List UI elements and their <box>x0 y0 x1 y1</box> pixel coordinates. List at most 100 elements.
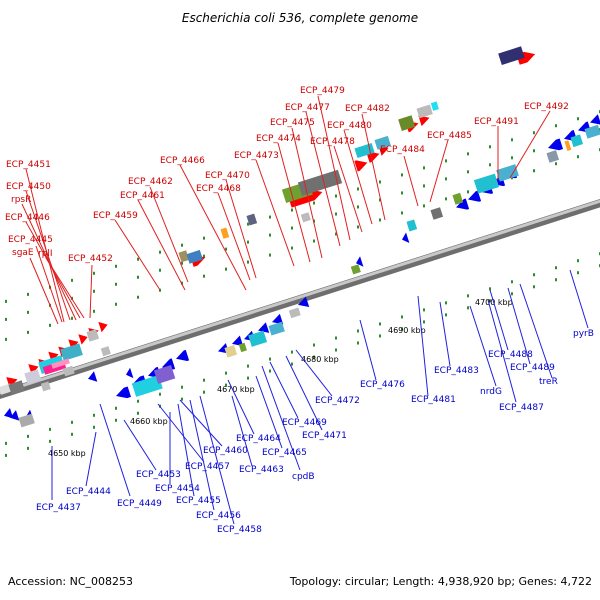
gene-domain-box <box>178 250 190 263</box>
guide-tick <box>533 285 535 289</box>
guide-tick <box>137 275 139 279</box>
gene-label-ecp4450[interactable]: ECP_4450 <box>6 182 51 192</box>
gene-label-ecp4479[interactable]: ECP_4479 <box>300 86 345 96</box>
leader-line <box>255 375 283 449</box>
guide-tick <box>467 152 469 156</box>
gene-label-ecp4471[interactable]: ECP_4471 <box>302 431 347 441</box>
gene-label-ecp4454[interactable]: ECP_4454 <box>155 484 200 494</box>
gene-domain-box <box>224 345 238 358</box>
guide-tick <box>137 257 139 261</box>
gene-label-cpdb[interactable]: cpdB <box>292 472 315 482</box>
gene-domain-box <box>100 346 111 357</box>
gene-label-rpsr[interactable]: rpsR <box>11 195 31 205</box>
gene-label-ecp4445[interactable]: ECP_4445 <box>8 235 53 245</box>
gene-label-ecp4480[interactable]: ECP_4480 <box>327 121 372 131</box>
guide-tick <box>247 240 249 244</box>
leader-line <box>439 301 451 367</box>
guide-tick <box>115 282 117 286</box>
leader-line <box>25 221 81 319</box>
leader-line <box>417 295 429 397</box>
reverse-gene-arrow <box>126 367 134 379</box>
guide-tick <box>225 247 227 251</box>
gene-label-ecp4476[interactable]: ECP_4476 <box>360 380 405 390</box>
leader-line <box>509 110 551 179</box>
gene-label-ecp4462[interactable]: ECP_4462 <box>128 177 173 187</box>
gene-domain-box <box>546 150 560 163</box>
gene-label-ecp4469[interactable]: ECP_4469 <box>282 418 327 428</box>
guide-tick <box>489 299 491 303</box>
gene-label-ecp4483[interactable]: ECP_4483 <box>434 366 479 376</box>
guide-tick <box>445 313 447 317</box>
gene-label-ecp4451[interactable]: ECP_4451 <box>6 160 51 170</box>
gene-label-ecp4481[interactable]: ECP_4481 <box>411 395 456 405</box>
gene-label-ecp4446[interactable]: ECP_4446 <box>5 213 50 223</box>
leader-line <box>149 186 189 283</box>
gene-domain-box <box>570 134 584 148</box>
leader-line <box>469 305 497 387</box>
gene-domain-box <box>24 369 42 384</box>
guide-tick <box>313 239 315 243</box>
guide-tick <box>401 327 403 331</box>
guide-tick <box>511 280 513 284</box>
gene-domain-box <box>268 321 285 336</box>
gene-label-ecp4491[interactable]: ECP_4491 <box>474 117 519 127</box>
gene-label-ecp4464[interactable]: ECP_4464 <box>236 434 281 444</box>
gene-label-ecp4461[interactable]: ECP_4461 <box>120 191 165 201</box>
guide-tick <box>445 177 447 181</box>
gene-label-ecp4473[interactable]: ECP_4473 <box>234 151 279 161</box>
gene-label-rpli[interactable]: rplI <box>38 249 53 259</box>
leader-line <box>277 142 311 263</box>
gene-label-ecp4457[interactable]: ECP_4457 <box>185 462 230 472</box>
gene-label-ecp4488[interactable]: ECP_4488 <box>488 350 533 360</box>
gene-label-ecp4487[interactable]: ECP_4487 <box>499 403 544 413</box>
gene-label-ecp4484[interactable]: ECP_4484 <box>380 145 425 155</box>
guide-tick <box>181 243 183 247</box>
gene-label-trer[interactable]: treR <box>539 377 558 387</box>
gene-label-ecp4449[interactable]: ECP_4449 <box>117 499 162 509</box>
scale-label: 4660 kbp <box>130 417 168 426</box>
gene-label-ecp4437[interactable]: ECP_4437 <box>36 503 81 513</box>
gene-label-ecp4492[interactable]: ECP_4492 <box>524 102 569 112</box>
gene-label-ecp4482[interactable]: ECP_4482 <box>345 104 390 114</box>
gene-features <box>0 46 600 428</box>
gene-label-ecp4472[interactable]: ECP_4472 <box>315 396 360 406</box>
gene-label-ecp4444[interactable]: ECP_4444 <box>66 487 111 497</box>
gene-label-ecp4456[interactable]: ECP_4456 <box>196 511 241 521</box>
guide-tick <box>269 215 271 219</box>
guide-tick <box>423 204 425 208</box>
leader-line <box>29 257 59 325</box>
gene-label-ecp4455[interactable]: ECP_4455 <box>176 496 221 506</box>
gene-label-ecp4470[interactable]: ECP_4470 <box>205 171 250 181</box>
gene-label-ecp4465[interactable]: ECP_4465 <box>262 448 307 458</box>
guide-tick <box>159 392 161 396</box>
gene-label-ecp4468[interactable]: ECP_4468 <box>196 184 241 194</box>
gene-label-ecp4474[interactable]: ECP_4474 <box>256 134 301 144</box>
guide-tick <box>269 369 271 373</box>
gene-label-ecp4459[interactable]: ECP_4459 <box>93 211 138 221</box>
guide-tick <box>467 306 469 310</box>
gene-domain-box <box>297 169 343 196</box>
guide-tick <box>379 180 381 184</box>
gene-label-ecp4478[interactable]: ECP_4478 <box>310 137 355 147</box>
gene-label-nrdg[interactable]: nrdG <box>480 387 502 397</box>
gene-label-ecp4452[interactable]: ECP_4452 <box>68 254 113 264</box>
reverse-gene-arrow <box>402 232 410 244</box>
gene-domain-box <box>8 380 26 396</box>
guide-tick <box>335 232 337 236</box>
gene-label-ecp4463[interactable]: ECP_4463 <box>239 465 284 475</box>
guide-tick <box>335 212 337 216</box>
gene-label-ecp4453[interactable]: ECP_4453 <box>136 470 181 480</box>
gene-label-ecp4458[interactable]: ECP_4458 <box>217 525 262 535</box>
gene-domain-box <box>584 124 600 139</box>
leader-line <box>569 269 589 329</box>
gene-label-ecp4460[interactable]: ECP_4460 <box>203 446 248 456</box>
gene-label-ecp4475[interactable]: ECP_4475 <box>270 118 315 128</box>
gene-label-pyrb[interactable]: pyrB <box>573 329 594 339</box>
gene-label-sgae[interactable]: sgaE <box>12 248 34 258</box>
gene-label-ecp4477[interactable]: ECP_4477 <box>285 103 330 113</box>
gene-label-ecp4485[interactable]: ECP_4485 <box>427 131 472 141</box>
gene-label-ecp4466[interactable]: ECP_4466 <box>160 156 205 166</box>
gene-label-ecp4489[interactable]: ECP_4489 <box>510 363 555 373</box>
leader-line <box>227 379 255 435</box>
leader-line <box>429 139 449 203</box>
